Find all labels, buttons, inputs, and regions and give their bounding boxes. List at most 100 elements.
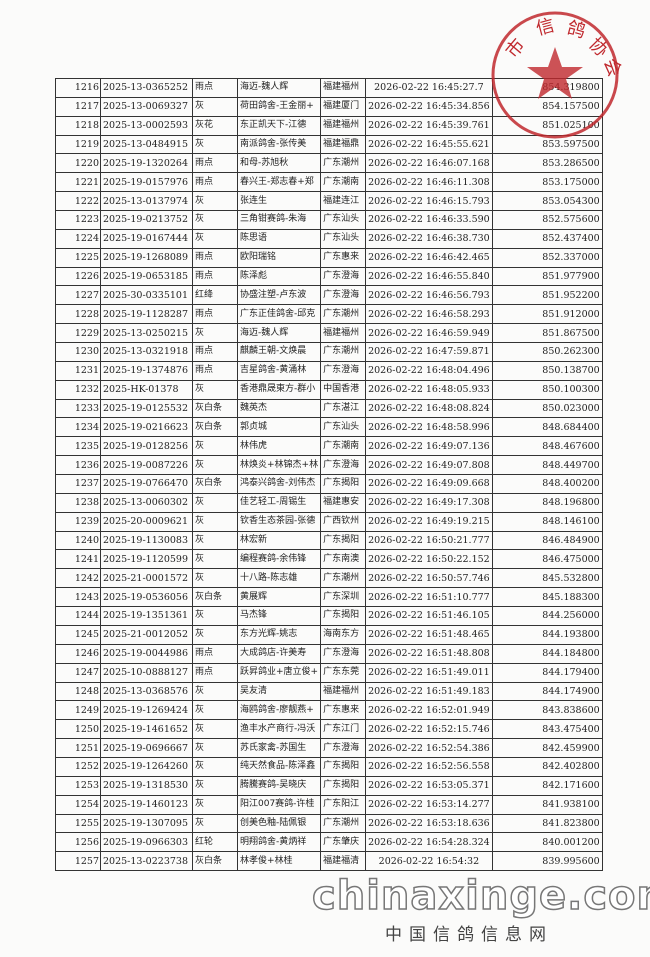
location-cell: 广东汕头 [320,228,367,249]
speed-cell: 848.400200 [491,474,603,494]
feather-color-cell: 灰 [192,700,238,721]
feather-color-cell: 灰 [192,210,238,230]
table-row: 1232 2025-HK-01378 灰香港鼎晟東方-群小 中国香港 2026-02-2… [55,379,603,400]
arrival-time-cell: 2026-02-22 16:50:21.777 [365,530,493,551]
owner-name-cell: 张连生 [236,191,322,212]
ring-number-cell: 2025-13-0069327 [100,96,193,117]
speed-cell: 844.174900 [491,681,603,702]
table-row: 1223 2025-19-0213752 灰三角钳赛鸽-朱海 广东汕头 2026-02-… [55,210,603,230]
table-row: 1249 2025-19-1269424 灰海鸥鸽舍-廖靓燕+ 广东惠来 2026-02… [55,700,603,721]
rank-cell: 1234 [55,417,101,438]
ring-number-cell: 2025-21-0001572 [100,568,193,589]
table-row: 1242 2025-21-0001572 灰十八路-陈志雄 广东潮州 2026-02-2… [55,568,603,589]
location-cell: 海南东方 [320,624,367,645]
table-row: 1225 2025-19-1268089 雨点 欧阳瑞铭 广东惠来 2026-02-22 … [55,247,603,268]
arrival-time-cell: 2026-02-22 16:49:09.668 [365,474,493,494]
speed-cell: 853.175000 [491,172,603,193]
owner-name-cell: 海鸥鸽舍-廖靓燕+ [236,700,322,721]
speed-cell: 853.286500 [491,153,603,174]
rank-cell: 1230 [55,342,101,362]
table-row: 1252 2025-19-1264260 灰纯天然食品-陈泽鑫 广东揭阳 2026-02… [55,756,603,777]
owner-name-cell: 林宏新 [236,530,322,551]
speed-cell: 851.977900 [491,266,603,287]
feather-color-cell: 灰 [192,134,238,155]
svg-text:会: 会 [599,56,625,80]
feather-color-cell: 雨点 [192,78,238,98]
arrival-time-cell: 2026-02-22 16:45:27.7 [365,78,493,98]
owner-name-cell: 吴友清 [236,681,322,702]
arrival-time-cell: 2026-02-22 16:49:07.808 [365,455,493,476]
feather-color-cell: 灰 [192,756,238,777]
table-row: 1251 2025-19-0696667 灰苏氏家禽-苏国生 广东澄海 2026-02-… [55,738,603,758]
arrival-time-cell: 2026-02-22 16:46:15.793 [365,191,493,212]
rank-cell: 1240 [55,530,101,551]
arrival-time-cell: 2026-02-22 16:53:14.277 [365,794,493,815]
rank-cell: 1218 [55,115,101,136]
rank-cell: 1217 [55,96,101,117]
table-row: 1255 2025-19-1307095 灰创美色釉-陆佩银 广东潮州 2026-02-… [55,813,603,834]
ring-number-cell: 2025-19-1374876 [100,360,193,381]
feather-color-cell: 雨点 [192,266,238,287]
rank-cell: 1256 [55,832,101,853]
table-row: 1230 2025-13-0321918 雨点 麒麟王朝-文焕晨 广东潮州 2026-02… [55,342,603,362]
location-cell: 广东潮州 [320,153,367,174]
feather-color-cell: 灰 [192,455,238,476]
speed-cell: 850.100300 [491,379,603,400]
ring-number-cell: 2025-10-0888127 [100,662,193,683]
table-row: 1244 2025-19-1351361 灰马杰锋 广东揭阳 2026-02-22 16… [55,606,603,626]
owner-name-cell: 春兴王-郑志春+郑 [236,172,322,193]
location-cell: 福建福州 [320,115,367,136]
rank-cell: 1249 [55,700,101,721]
owner-name-cell: 魏英杰 [236,398,322,419]
rank-cell: 1231 [55,360,101,381]
table-row: 1250 2025-19-1461652 灰渔丰水产商行-冯沃 广东江门 2026-02… [55,719,603,740]
svg-text:协: 协 [584,34,612,62]
ring-number-cell: 2025-19-0213752 [100,210,193,230]
feather-color-cell: 灰 [192,228,238,249]
location-cell: 广东澄海 [320,360,367,381]
feather-color-cell: 红轮 [192,832,238,853]
rank-cell: 1216 [55,78,101,98]
table-row: 1253 2025-19-1318530 灰腾騰赛鸽-吴晓庆 广东揭阳 2026-02-… [55,775,603,796]
speed-cell: 848.196800 [491,492,603,513]
speed-cell: 844.256000 [491,606,603,626]
ring-number-cell: 2025-19-0087226 [100,455,193,476]
ring-number-cell: 2025-13-0002593 [100,115,193,136]
arrival-time-cell: 2026-02-22 16:51:48.808 [365,643,493,664]
feather-color-cell: 灰花 [192,115,238,136]
arrival-time-cell: 2026-02-22 16:53:05.371 [365,775,493,796]
table-row: 1240 2025-19-1130083 灰林宏新 广东揭阳 2026-02-22 16… [55,530,603,551]
rank-cell: 1226 [55,266,101,287]
arrival-time-cell: 2026-02-22 16:52:56.558 [365,756,493,777]
rank-cell: 1235 [55,436,101,457]
ring-number-cell: 2025-19-1318530 [100,775,193,796]
table-row: 1257 2025-13-0223738 灰白条 林孝俊+林桂 福建福清 2026-02-… [55,851,603,872]
speed-cell: 841.823800 [491,813,603,834]
feather-color-cell: 灰 [192,379,238,400]
owner-name-cell: 跃昇鸽业+唐立俊+ [236,662,322,683]
arrival-time-cell: 2026-02-22 16:46:42.465 [365,247,493,268]
arrival-time-cell: 2026-02-22 16:49:19.215 [365,511,493,532]
owner-name-cell: 苏氏家禽-苏国生 [236,738,322,758]
arrival-time-cell: 2026-02-22 16:48:04.496 [365,360,493,381]
feather-color-cell: 灰 [192,96,238,117]
rank-cell: 1247 [55,662,101,683]
arrival-time-cell: 2026-02-22 16:54:32 [365,851,493,872]
feather-color-cell: 灰 [192,681,238,702]
feather-color-cell: 灰白条 [192,417,238,438]
rank-cell: 1232 [55,379,101,400]
arrival-time-cell: 2026-02-22 16:51:49.011 [365,662,493,683]
owner-name-cell: 广东正佳鸽舍-邱克 [236,304,322,325]
race-results-table: 1216 2025-13-0365252 雨点 海迈-魏人辉 福建福州 2026-02-2… [55,78,603,872]
feather-color-cell: 灰 [192,323,238,344]
arrival-time-cell: 2026-02-22 16:46:55.840 [365,266,493,287]
feather-color-cell: 雨点 [192,643,238,664]
ring-number-cell: 2025-21-0012052 [100,624,193,645]
ring-number-cell: 2025-19-0216623 [100,417,193,438]
rank-cell: 1245 [55,624,101,645]
owner-name-cell: 纯天然食品-陈泽鑫 [236,756,322,777]
owner-name-cell: 南派鸽舍-张传美 [236,134,322,155]
ring-number-cell: 2025-19-0536056 [100,587,193,608]
rank-cell: 1253 [55,775,101,796]
feather-color-cell: 雨点 [192,304,238,325]
